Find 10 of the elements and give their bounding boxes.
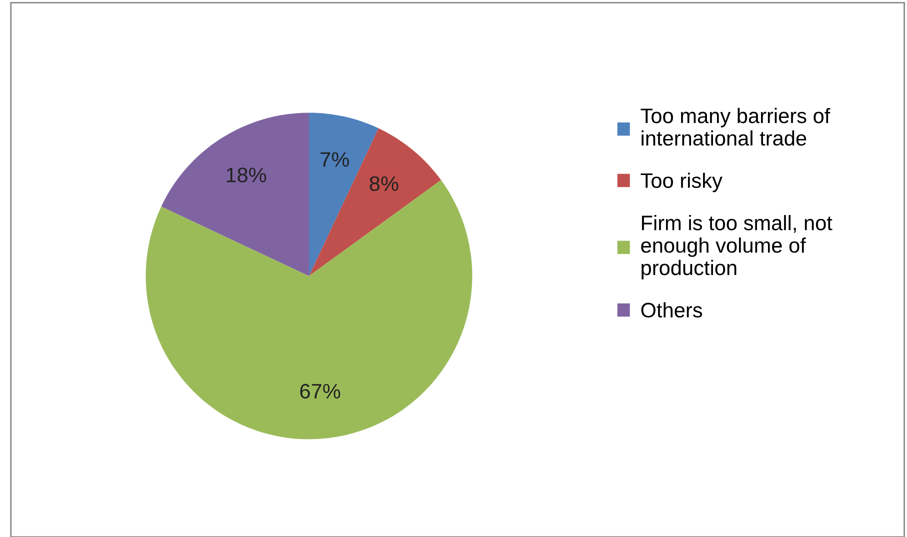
- data-label: 18%: [226, 168, 266, 182]
- legend-label: Too risky: [640, 172, 722, 192]
- pie-slice: [309, 128, 442, 276]
- data-label: 7%: [320, 152, 349, 167]
- legend-label: Firm is too small, not enough volume of production: [641, 215, 832, 280]
- pie-slice: [161, 112, 309, 276]
- legend-label: Others: [641, 302, 702, 318]
- legend-label: Too many barriers of international trade: [640, 108, 830, 146]
- data-label: 67%: [300, 384, 340, 399]
- data-label: 8%: [370, 176, 398, 192]
